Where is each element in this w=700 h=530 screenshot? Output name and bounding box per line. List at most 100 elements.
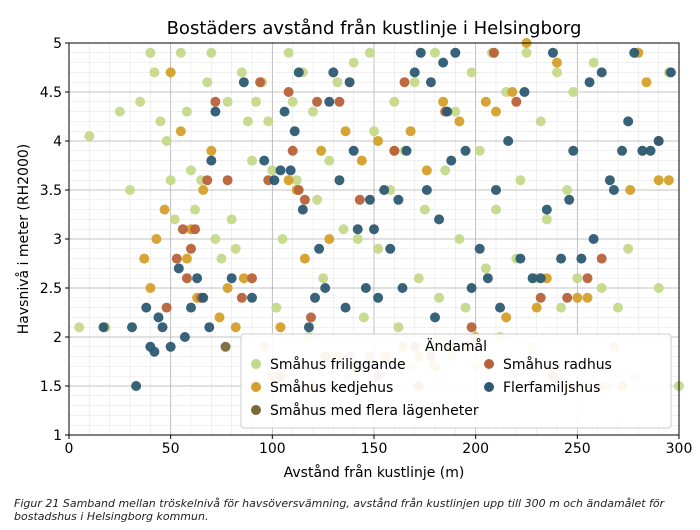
point-flerfamiljshus	[409, 67, 420, 78]
point-radhus	[466, 322, 477, 333]
point-flerfamiljshus	[340, 302, 351, 313]
point-kedjehus	[572, 292, 583, 303]
point-radhus	[202, 175, 213, 186]
point-flerfamiljshus	[629, 47, 640, 58]
point-kedjehus	[531, 302, 542, 313]
point-friliggande	[190, 204, 201, 215]
point-flerfamiljshus	[547, 47, 558, 58]
point-friliggande	[149, 67, 160, 78]
point-friliggande	[236, 67, 247, 78]
y-axis-ticks: 1 1.5 2 2.5 3 3.5 4 4.5 5	[40, 36, 69, 444]
point-flerfamiljshus	[204, 322, 215, 333]
point-kedjehus	[214, 312, 225, 323]
point-flerfamiljshus	[421, 185, 432, 195]
point-radhus	[596, 253, 607, 264]
x-axis-label: Avstånd från kustlinje (m)	[284, 464, 465, 481]
point-friliggande	[358, 312, 369, 323]
legend-items: Småhus friliggande Småhus kedjehus Småhus …	[251, 356, 612, 419]
point-flerfamiljshus	[474, 243, 485, 254]
point-friliggande	[202, 77, 213, 88]
point-friliggande	[242, 116, 253, 127]
legend-marker	[251, 359, 261, 369]
point-friliggande	[572, 273, 583, 284]
point-flerfamiljshus	[328, 67, 339, 78]
point-flerfamiljshus	[535, 273, 546, 284]
point-friliggande	[541, 214, 552, 225]
point-flerfamiljshus	[310, 292, 321, 303]
point-friliggande	[393, 322, 404, 333]
point-radhus	[255, 77, 266, 88]
legend: Ändamål Småhus friliggande Småhus kedjehu…	[240, 333, 672, 429]
y-tick-label: 4.5	[40, 85, 62, 101]
point-flerfamiljshus	[617, 145, 628, 156]
point-friliggande	[114, 106, 125, 117]
point-friliggande	[222, 96, 233, 107]
legend-title: Ändamål	[425, 337, 487, 355]
point-flerfamiljshus	[527, 273, 538, 284]
point-flerfamiljshus	[206, 155, 217, 166]
point-radhus	[181, 273, 192, 284]
point-friliggande	[263, 116, 274, 127]
point-friliggande	[277, 234, 288, 244]
point-friliggande	[440, 165, 451, 176]
figure-caption: Figur 21 Samband mellan tröskelnivå för …	[14, 497, 665, 523]
point-friliggande	[653, 283, 664, 293]
point-friliggande	[535, 116, 546, 127]
y-tick-label: 1	[53, 428, 62, 444]
point-flerfamiljshus	[348, 145, 359, 156]
x-tick-label: 250	[564, 441, 591, 457]
point-flera-lagenheter	[220, 341, 231, 352]
point-flerfamiljshus	[491, 185, 501, 195]
point-kedjehus	[175, 126, 186, 137]
point-flerfamiljshus	[360, 283, 371, 293]
point-friliggande	[623, 243, 634, 254]
point-flerfamiljshus	[637, 145, 648, 156]
point-kedjehus	[283, 175, 294, 186]
point-kedjehus	[151, 234, 162, 244]
point-friliggande	[491, 204, 501, 215]
point-flerfamiljshus	[373, 292, 384, 303]
point-flerfamiljshus	[425, 77, 436, 88]
point-friliggande	[568, 87, 579, 97]
point-kedjehus	[653, 175, 664, 186]
x-tick-label: 300	[666, 441, 693, 457]
point-kedjehus	[181, 253, 192, 264]
point-radhus	[399, 77, 410, 88]
point-friliggande	[283, 47, 294, 58]
point-friliggande	[247, 155, 257, 166]
point-radhus	[161, 302, 172, 313]
point-flerfamiljshus	[364, 194, 375, 205]
point-radhus	[305, 312, 316, 323]
point-flerfamiljshus	[344, 77, 355, 88]
point-flerfamiljshus	[442, 106, 453, 117]
point-radhus	[190, 224, 201, 235]
point-friliggande	[125, 185, 135, 195]
point-radhus	[488, 47, 499, 58]
point-flerfamiljshus	[334, 175, 345, 186]
legend-marker	[251, 382, 261, 392]
y-tick-label: 2	[53, 330, 62, 346]
y-tick-label: 4	[53, 134, 62, 150]
point-flerfamiljshus	[430, 312, 440, 323]
point-flerfamiljshus	[324, 96, 335, 107]
point-friliggande	[596, 283, 607, 293]
point-flerfamiljshus	[653, 136, 664, 146]
point-flerfamiljshus	[275, 165, 286, 176]
point-flerfamiljshus	[320, 283, 331, 293]
point-kedjehus	[552, 57, 562, 68]
point-kedjehus	[316, 145, 327, 156]
y-tick-label: 5	[53, 36, 62, 52]
x-tick-label: 150	[361, 441, 388, 457]
point-flerfamiljshus	[173, 263, 184, 274]
point-friliggande	[210, 234, 221, 244]
x-axis-ticks: 0 50 100 150 200 250 300	[65, 435, 693, 457]
legend-box	[240, 333, 672, 429]
point-friliggande	[348, 57, 359, 68]
point-friliggande	[135, 96, 146, 107]
point-friliggande	[369, 126, 379, 137]
point-kedjehus	[507, 87, 518, 97]
point-flerfamiljshus	[303, 322, 314, 333]
legend-label: Småhus friliggande	[270, 356, 406, 373]
point-kedjehus	[139, 253, 150, 264]
point-radhus	[247, 273, 257, 284]
